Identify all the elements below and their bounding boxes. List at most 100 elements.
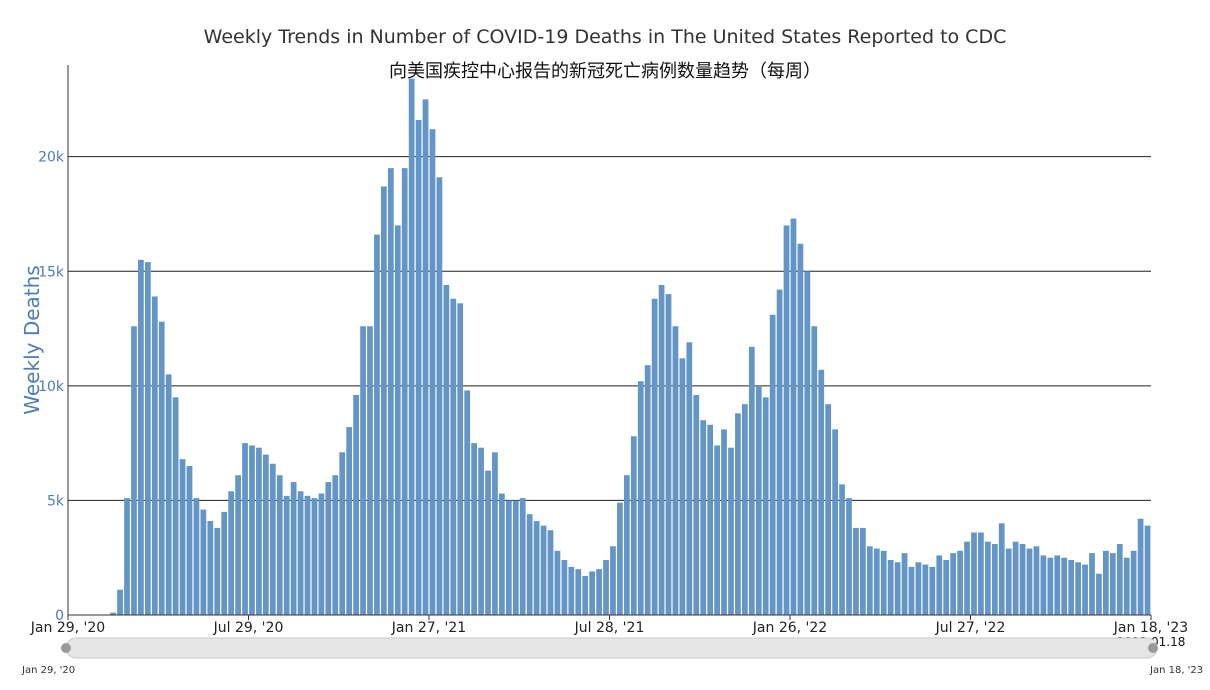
bar xyxy=(318,493,325,615)
bars xyxy=(110,78,1151,616)
bar xyxy=(1109,553,1116,615)
bar xyxy=(984,541,991,615)
y-tick-label: 15k xyxy=(38,264,65,280)
bar xyxy=(943,560,950,615)
bar xyxy=(568,566,575,615)
bar xyxy=(117,589,123,615)
bar xyxy=(436,177,443,615)
range-slider-right-handle[interactable] xyxy=(1148,643,1158,653)
bar xyxy=(762,397,769,615)
bar xyxy=(554,550,561,615)
bar xyxy=(887,560,894,615)
bar xyxy=(339,452,346,615)
bar xyxy=(783,225,790,615)
bar xyxy=(672,326,679,615)
bar xyxy=(415,120,422,615)
bar xyxy=(1019,543,1026,615)
bar xyxy=(207,521,214,615)
bar xyxy=(755,385,762,615)
bar xyxy=(471,443,477,615)
bar xyxy=(714,445,720,615)
x-tick-label: Jul 27, '22 xyxy=(935,620,1006,636)
bar xyxy=(978,532,984,615)
bar xyxy=(276,475,283,615)
bar xyxy=(485,470,491,615)
bar xyxy=(124,498,130,615)
bar xyxy=(367,326,373,615)
bar xyxy=(922,564,929,615)
bar xyxy=(908,566,915,615)
bar xyxy=(610,546,616,615)
bar xyxy=(929,566,936,615)
bar xyxy=(151,296,158,615)
bar xyxy=(464,390,471,615)
bar xyxy=(242,443,248,615)
bar xyxy=(971,532,977,615)
x-tick-label: Jan 18, '23 xyxy=(1113,620,1188,636)
x-tick-label: Jan 27, '21 xyxy=(391,620,466,636)
bar xyxy=(721,429,727,615)
bar xyxy=(901,553,908,615)
bar xyxy=(450,298,457,615)
x-tick-label: Jul 28, '21 xyxy=(574,620,645,636)
bar xyxy=(700,420,707,615)
bar xyxy=(998,523,1005,615)
bar xyxy=(158,321,165,615)
bar xyxy=(311,498,318,615)
bar xyxy=(686,342,693,615)
bar xyxy=(707,424,714,615)
bar xyxy=(582,576,589,615)
bar xyxy=(110,612,116,615)
bar xyxy=(492,452,498,615)
y-tick-label: 5k xyxy=(47,493,65,509)
range-slider[interactable]: Jan 29, '20 Jan 18, '23 xyxy=(21,637,1203,676)
bar xyxy=(394,225,401,615)
y-tick-label: 20k xyxy=(38,150,65,166)
bar xyxy=(637,381,644,615)
bar xyxy=(193,498,200,615)
bar xyxy=(679,358,686,615)
bar xyxy=(742,404,748,615)
bar xyxy=(866,546,873,615)
bar xyxy=(519,498,526,615)
bar xyxy=(1137,518,1144,615)
bar xyxy=(1082,564,1088,615)
bar xyxy=(853,527,859,615)
bar xyxy=(839,484,845,615)
bar xyxy=(297,491,304,615)
bar xyxy=(235,475,241,615)
bar xyxy=(457,303,464,615)
range-slider-left-handle[interactable] xyxy=(61,643,71,653)
bar xyxy=(630,436,637,615)
bar xyxy=(1012,541,1019,615)
bar xyxy=(1144,525,1151,615)
range-slider-end-label: Jan 18, '23 xyxy=(1149,665,1203,676)
bar xyxy=(1075,562,1081,615)
range-slider-track[interactable] xyxy=(65,637,1158,659)
bar xyxy=(499,493,505,615)
bar xyxy=(748,346,755,615)
bar xyxy=(179,459,186,615)
bar xyxy=(1026,548,1033,615)
bar xyxy=(617,502,623,615)
bar xyxy=(623,475,630,615)
bar xyxy=(512,500,519,615)
bar xyxy=(651,298,658,615)
bar xyxy=(408,78,415,615)
bar xyxy=(374,234,380,616)
bar xyxy=(797,243,804,615)
bar xyxy=(186,466,193,615)
bar xyxy=(228,491,235,615)
x-tick-label: Jan 26, '22 xyxy=(752,620,827,636)
y-ticks: 0 5k 10k 15k 20k xyxy=(38,150,65,624)
bar xyxy=(769,314,776,615)
bar xyxy=(575,569,582,615)
x-tick-label: Jan 29, '20 xyxy=(30,620,105,636)
page-title: Weekly Trends in Number of COVID-19 Deat… xyxy=(203,26,1007,48)
bar xyxy=(1061,557,1068,615)
bar xyxy=(880,550,887,615)
bar xyxy=(200,509,207,615)
bar xyxy=(256,447,262,615)
bar xyxy=(693,395,700,615)
